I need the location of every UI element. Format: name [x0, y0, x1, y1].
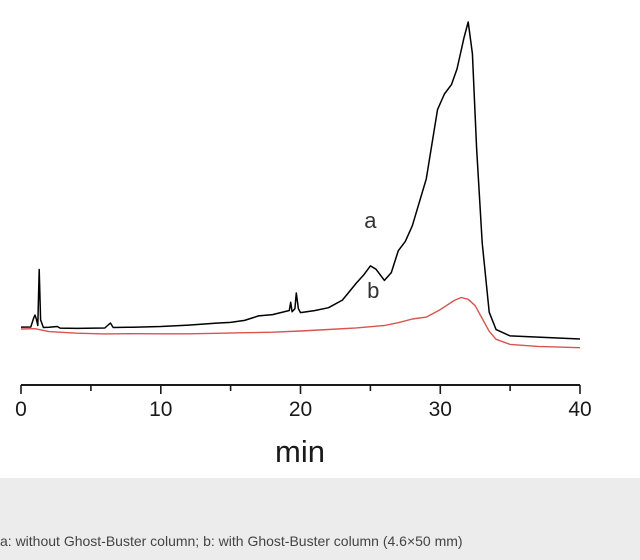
x-axis-title: min	[275, 434, 325, 469]
series-layer	[20, 21, 581, 349]
caption-bar: a: without Ghost-Buster column; b: with …	[0, 478, 640, 560]
series-label-b: b	[367, 278, 379, 303]
series-label-layer: ab	[364, 208, 379, 303]
series-a-line	[20, 21, 581, 340]
series-label-a: a	[364, 208, 377, 233]
x-tick-label: 0	[15, 398, 27, 421]
x-tick-label: 30	[429, 398, 452, 421]
series-b-line	[20, 296, 581, 349]
x-axis: 0 10 20 30 40 min	[15, 384, 592, 469]
x-tick-label: 40	[568, 398, 591, 421]
figure-caption: a: without Ghost-Buster column; b: with …	[0, 533, 463, 549]
x-tick-label: 20	[289, 398, 312, 421]
x-tick-label: 10	[149, 398, 172, 421]
